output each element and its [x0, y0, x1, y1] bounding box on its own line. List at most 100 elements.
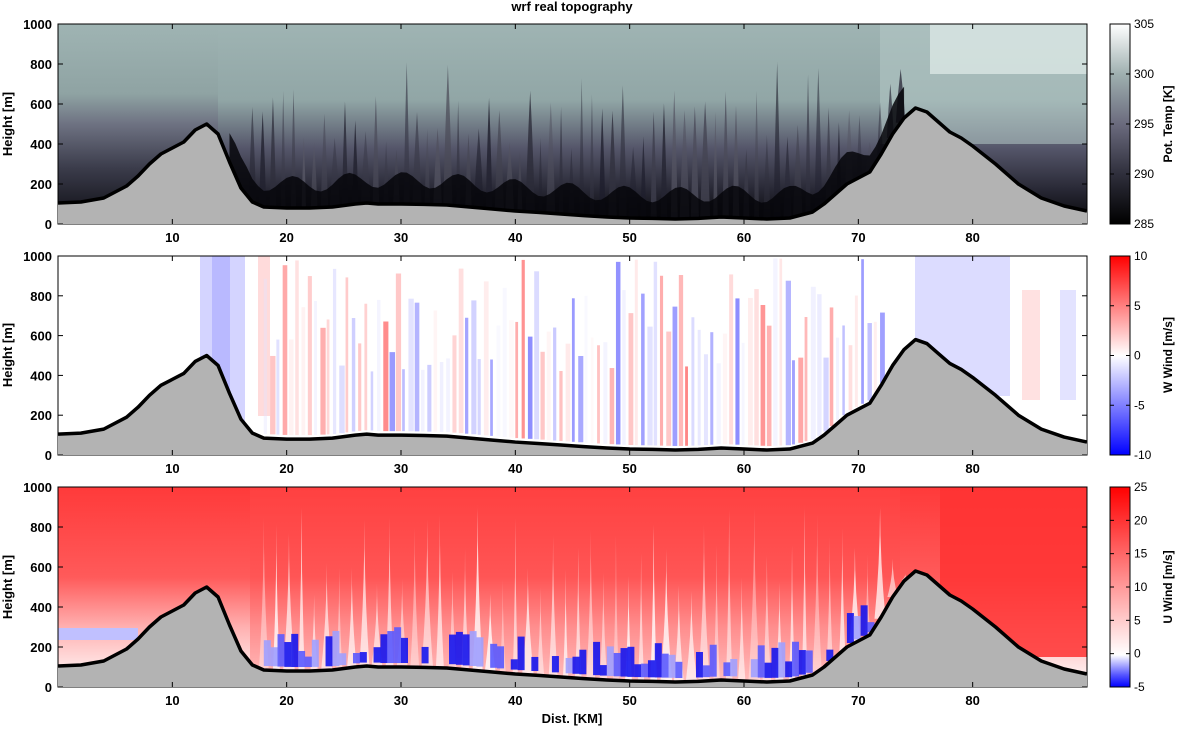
- momentum-plume: [748, 506, 761, 682]
- y-tick-label: 200: [30, 177, 52, 192]
- colorbar-tick-label: 5: [1134, 299, 1141, 313]
- reverse-flow-cell: [565, 657, 573, 674]
- reverse-flow-cell: [846, 613, 854, 643]
- updraft-streak: [672, 306, 678, 446]
- reverse-flow-cell: [394, 627, 402, 663]
- momentum-plume: [359, 519, 370, 667]
- updraft-streak: [320, 327, 326, 435]
- reverse-flow-cell: [579, 649, 587, 675]
- updraft-streak: [477, 359, 481, 435]
- updraft-streak: [697, 329, 701, 446]
- reverse-flow-cell: [380, 634, 388, 663]
- reverse-flow-cell: [709, 644, 717, 677]
- reverse-flow-cell: [826, 649, 834, 661]
- reverse-flow-cell: [476, 637, 484, 667]
- reverse-flow-cell: [572, 656, 580, 674]
- plume-streak: [538, 137, 543, 213]
- updraft-streak: [873, 321, 877, 394]
- reverse-flow-cell: [387, 631, 395, 663]
- updraft-streak: [842, 325, 845, 416]
- updraft-streak: [433, 310, 438, 432]
- momentum-plume: [347, 567, 357, 668]
- updraft-streak: [766, 325, 772, 447]
- colorbar-tick-label: 10: [1134, 580, 1148, 594]
- updraft-streak: [578, 355, 584, 443]
- updraft-streak: [282, 265, 288, 435]
- updraft-streak: [634, 259, 638, 446]
- updraft-streak: [584, 295, 588, 443]
- updraft-streak: [483, 281, 489, 436]
- reverse-flow-cell: [298, 650, 306, 667]
- figure-title: wrf real topography: [510, 0, 633, 14]
- y-tick-label: 200: [30, 408, 52, 423]
- reverse-flow-cell: [771, 647, 779, 678]
- reverse-flow-cell: [373, 647, 381, 663]
- x-tick-label: 60: [737, 230, 751, 245]
- updraft-streak: [553, 327, 557, 441]
- updraft-streak: [659, 275, 664, 446]
- updraft-streak: [716, 363, 721, 445]
- momentum-plume: [522, 567, 534, 675]
- updraft-streak: [332, 268, 337, 435]
- colorbar-tick-label: 10: [1134, 249, 1148, 263]
- updraft-streak: [402, 369, 405, 432]
- y-tick-label: 1000: [23, 480, 52, 495]
- reverse-flow-cell: [730, 658, 738, 677]
- plume-streak: [763, 134, 771, 219]
- colorbar-tick-label: -10: [1134, 448, 1152, 462]
- updraft-streak: [685, 366, 688, 446]
- updraft-streak: [785, 280, 791, 446]
- momentum-plume: [562, 569, 569, 678]
- reverse-flow-cell: [867, 622, 875, 633]
- reverse-flow-cell: [339, 653, 347, 666]
- reverse-flow-cell: [455, 631, 463, 665]
- updraft-streak: [527, 336, 533, 439]
- updraft-streak: [314, 300, 318, 435]
- updraft-streak: [735, 298, 740, 445]
- updraft-streak: [854, 295, 858, 408]
- updraft-streak: [295, 260, 299, 436]
- x-tick-label: 80: [965, 461, 979, 476]
- updraft-streak: [628, 313, 634, 446]
- reverse-flow-cell: [551, 656, 559, 673]
- reverse-flow-cell: [750, 659, 758, 678]
- updraft-streak: [823, 357, 829, 432]
- plume-streak: [525, 90, 535, 212]
- reverse-flow-cell: [778, 642, 786, 678]
- updraft-streak: [729, 274, 734, 445]
- reverse-flow-cell: [661, 653, 669, 678]
- terrain-fill: [58, 108, 1087, 224]
- y-tick-label: 800: [30, 520, 52, 535]
- updraft-streak: [880, 312, 885, 384]
- terrain-outline: [57, 569, 1088, 684]
- plume-streak: [259, 111, 267, 207]
- updraft-streak: [351, 318, 356, 432]
- updraft-streak: [829, 307, 834, 427]
- reverse-flow-cell: [277, 634, 285, 667]
- updraft-streak: [263, 278, 267, 435]
- updraft-streak: [691, 317, 695, 446]
- y-tick-label: 400: [30, 137, 52, 152]
- colorbar-tick-label: 25: [1134, 480, 1148, 494]
- updraft-streak: [395, 273, 402, 432]
- reverse-flow-cell: [325, 636, 333, 667]
- reverse-flow-cell: [792, 641, 800, 677]
- updraft-streak: [741, 342, 745, 445]
- reverse-flow-cell: [675, 661, 683, 678]
- updraft-streak: [653, 261, 658, 446]
- momentum-plume: [258, 517, 269, 670]
- y-tick-label: 1000: [23, 249, 52, 264]
- plume-streak: [403, 62, 410, 205]
- updraft-streak: [760, 304, 766, 446]
- momentum-plume: [685, 591, 698, 682]
- reverse-flow-cell: [634, 664, 642, 678]
- updraft-streak: [515, 321, 519, 439]
- x-tick-label: 20: [279, 693, 293, 708]
- updraft-streak: [848, 345, 853, 411]
- updraft-streak: [446, 358, 450, 433]
- updraft-streak: [414, 302, 420, 432]
- momentum-plume: [887, 558, 898, 597]
- updraft-streak: [496, 325, 501, 437]
- plume-streak: [773, 61, 781, 219]
- updraft-streak: [509, 320, 514, 438]
